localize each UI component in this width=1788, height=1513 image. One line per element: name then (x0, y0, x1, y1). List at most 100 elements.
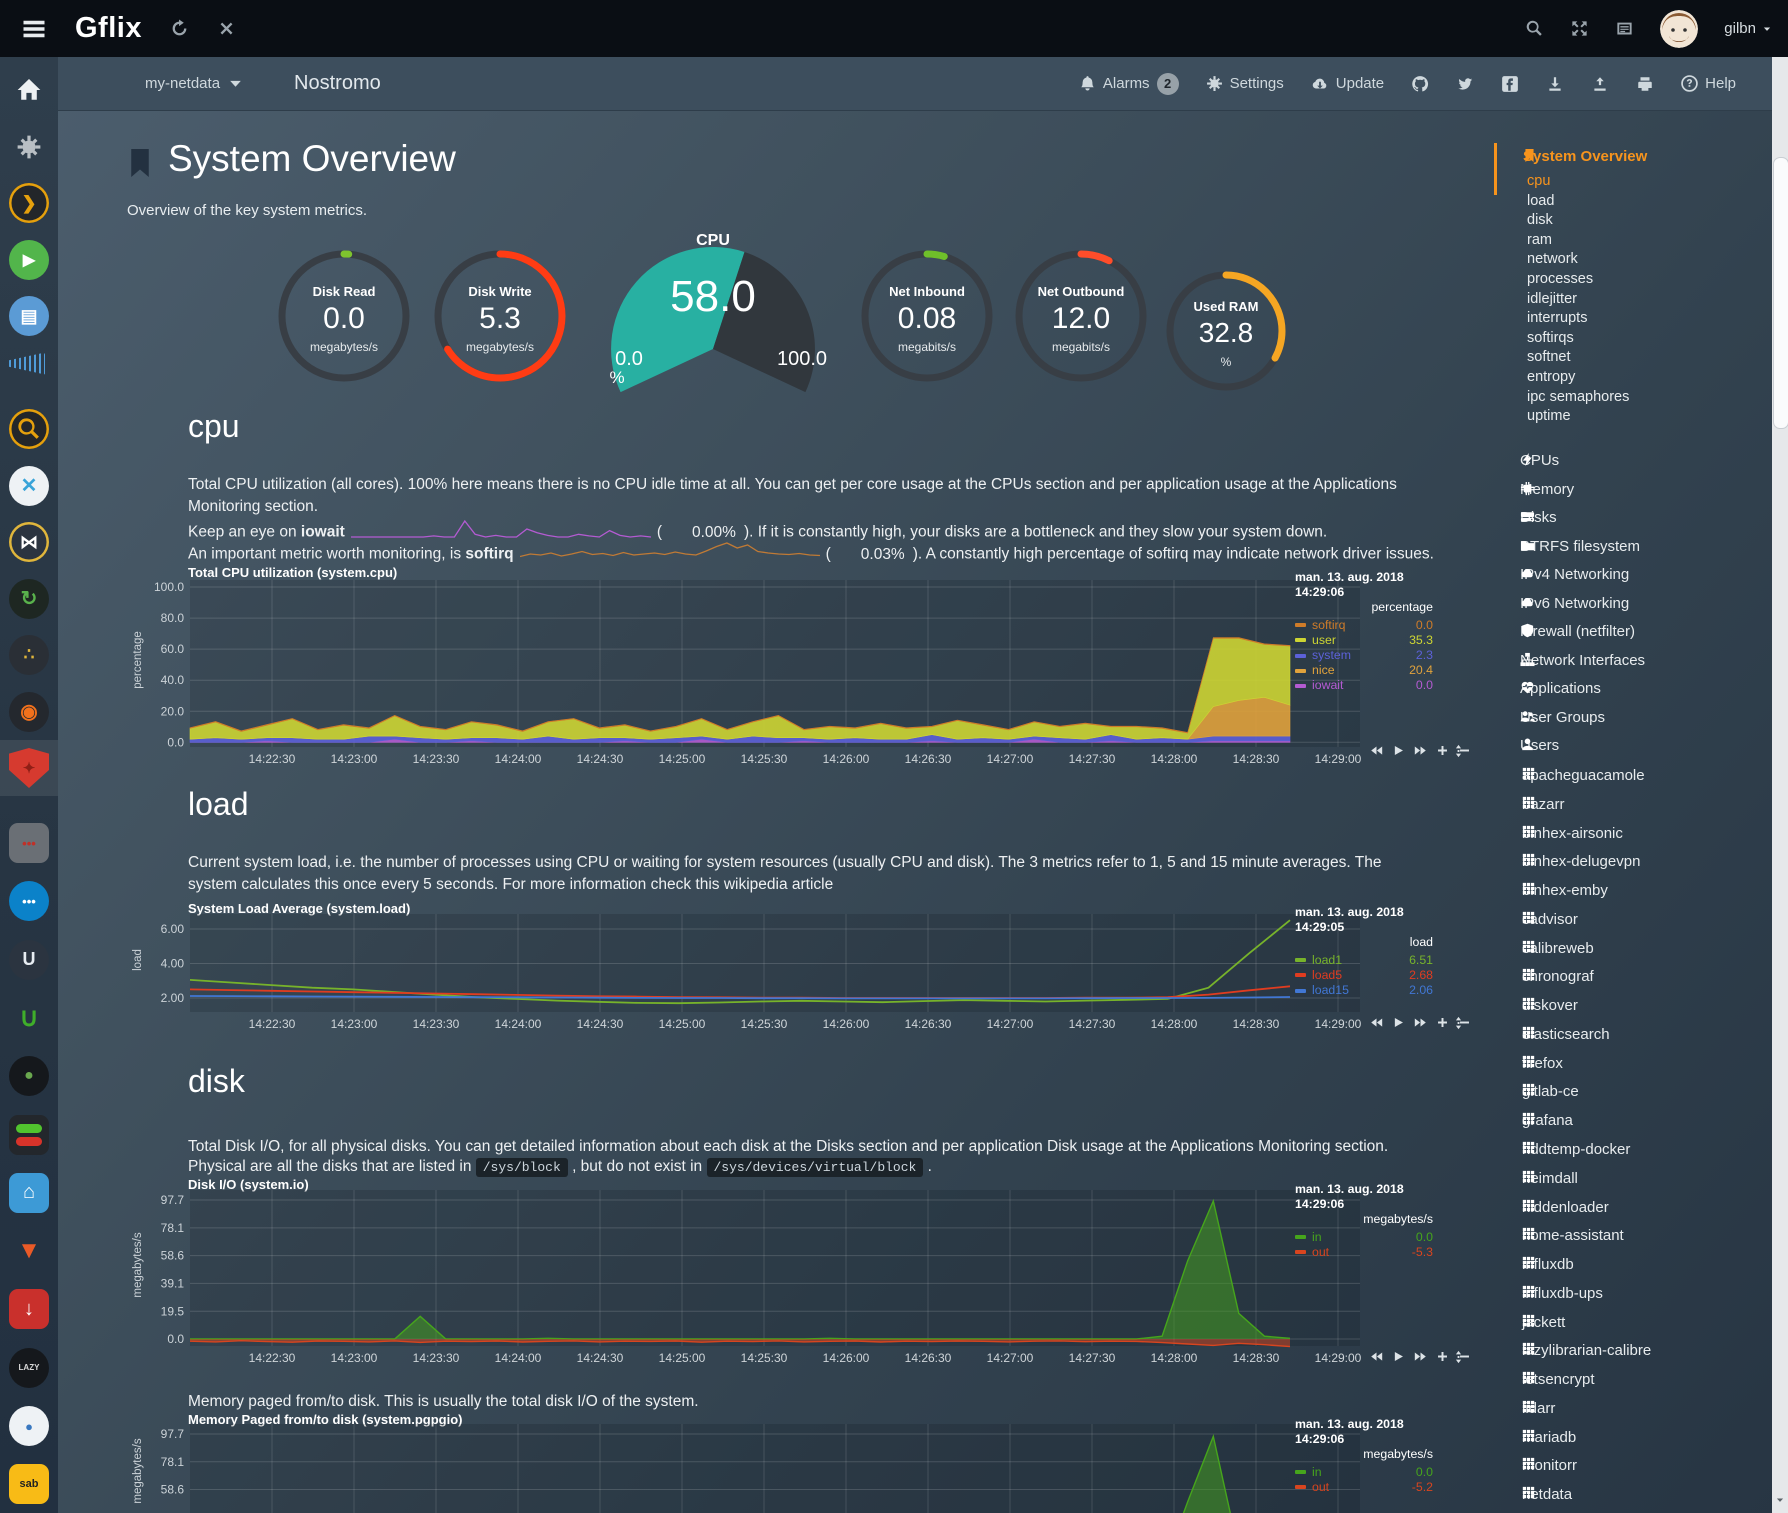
toc-app-letsencrypt[interactable]: letsencrypt (1522, 1371, 1595, 1389)
sidebar-app-lazylibrarian[interactable]: LAZY (9, 1347, 49, 1388)
toc-app-cadvisor[interactable]: cadvisor (1522, 910, 1578, 928)
server-dropdown[interactable]: my-netdata (145, 75, 244, 92)
chart-resize-handle-system-cpu[interactable] (1452, 744, 1465, 758)
sidebar-app-bowl[interactable]: ● (9, 1056, 49, 1097)
toc-app-mariadb[interactable]: mariadb (1522, 1428, 1577, 1446)
toc-app-binhex-emby[interactable]: binhex-emby (1522, 882, 1608, 900)
zoom-in-button[interactable] (1436, 1350, 1449, 1363)
toc-app-binhex-delugevpn[interactable]: binhex-delugevpn (1522, 853, 1641, 871)
sidebar-app-grafana[interactable]: ◉ (9, 691, 49, 732)
toc-item-ipc-semaphores[interactable]: ipc semaphores (1527, 388, 1630, 405)
toc-item-cpu[interactable]: cpu (1527, 173, 1551, 189)
toc-app-heimdall[interactable]: heimdall (1522, 1169, 1578, 1187)
sidebar-app-unifi[interactable]: U (9, 939, 49, 980)
zoom-out-button[interactable] (1458, 1350, 1471, 1363)
zoom-out-button[interactable] (1458, 744, 1471, 757)
pan-right-button[interactable] (1414, 744, 1427, 757)
toc-app-lazylibrarian-calibre[interactable]: lazylibrarian-calibre (1522, 1342, 1652, 1360)
sidebar-app-sabnzbd[interactable]: sab (9, 1464, 49, 1505)
upload-button[interactable] (1591, 75, 1609, 93)
pan-left-button[interactable] (1370, 744, 1383, 757)
toc-app-hddtemp-docker[interactable]: hddtemp-docker (1522, 1141, 1631, 1158)
toc-section-applications[interactable]: Applications (1520, 680, 1601, 697)
toc-item-network[interactable]: network (1527, 251, 1578, 268)
toc-section-ipv6-networking[interactable]: IPv6 Networking (1520, 594, 1630, 612)
sidebar-app-plex[interactable]: ❯ (9, 183, 49, 223)
toc-app-chronograf[interactable]: chronograf (1522, 968, 1594, 986)
legend-item-system[interactable]: system 2.3 (1295, 648, 1433, 663)
chart-system-pgpgio[interactable]: 97.7 78.1 58.6 (130, 1424, 1370, 1513)
toc-app-gitlab-ce[interactable]: gitlab-ce (1522, 1083, 1579, 1101)
toc-section-user-groups[interactable]: User Groups (1520, 708, 1606, 726)
toc-app-jackett[interactable]: jackett (1522, 1313, 1566, 1331)
toc-app-grafana[interactable]: grafana (1522, 1112, 1573, 1130)
twitter-button[interactable] (1456, 75, 1474, 93)
toc-section-cpus[interactable]: CPUs (1520, 452, 1560, 469)
toc-app-influxdb[interactable]: influxdb (1522, 1256, 1574, 1274)
search-icon[interactable] (1525, 19, 1544, 38)
sidebar-app-search-app[interactable] (9, 409, 49, 449)
toc-item-idlejitter[interactable]: idlejitter (1527, 290, 1577, 307)
toc-section-firewall-netfilter-[interactable]: Firewall (netfilter) (1520, 623, 1636, 640)
chart-resize-handle-system-io[interactable] (1452, 1350, 1465, 1364)
sidebar-app-xteve[interactable]: ✕ (9, 465, 49, 506)
play-button[interactable] (1392, 1350, 1405, 1363)
refresh-icon[interactable] (170, 19, 189, 38)
close-icon[interactable] (217, 19, 236, 38)
toc-app-diskover[interactable]: diskover (1522, 997, 1578, 1015)
toc-app-apacheguacamole[interactable]: apacheguacamole (1522, 767, 1645, 784)
toc-item-disk[interactable]: disk (1527, 212, 1553, 229)
toc-app-binhex-airsonic[interactable]: binhex-airsonic (1522, 824, 1623, 842)
sidebar-app-berries[interactable]: ••• (9, 823, 49, 863)
toc-app-monitorr[interactable]: monitorr (1522, 1457, 1578, 1475)
play-button[interactable] (1392, 1016, 1405, 1029)
sidebar-app-emby[interactable]: ▶ (9, 239, 49, 280)
toc-app-home-assistant[interactable]: home-assistant (1522, 1227, 1624, 1245)
update-button[interactable]: Update (1311, 75, 1384, 93)
scrollbar[interactable] (1772, 57, 1788, 1513)
news-icon[interactable] (1615, 19, 1634, 38)
avatar[interactable] (1660, 9, 1699, 48)
pan-left-button[interactable] (1370, 1350, 1383, 1363)
toc-app-hiddenloader[interactable]: hiddenloader (1522, 1198, 1609, 1216)
legend-item-in[interactable]: in 0.0 (1295, 1230, 1433, 1245)
pan-right-button[interactable] (1414, 1350, 1427, 1363)
help-button[interactable]: Help (1681, 75, 1736, 92)
menu-icon[interactable] (19, 17, 49, 41)
legend-item-user[interactable]: user 35.3 (1295, 633, 1433, 648)
sidebar-app-nextcloud[interactable]: ••• (9, 881, 49, 922)
toc-app-lidarr[interactable]: lidarr (1522, 1399, 1556, 1417)
scroll-down-arrow[interactable] (1775, 1495, 1785, 1505)
print-button[interactable] (1636, 75, 1654, 93)
toc-item-entropy[interactable]: entropy (1527, 369, 1576, 385)
legend-item-out[interactable]: out -5.3 (1295, 1245, 1433, 1260)
play-button[interactable] (1392, 744, 1405, 757)
toc-app-bazarr[interactable]: bazarr (1522, 795, 1565, 813)
github-button[interactable] (1411, 75, 1429, 93)
sidebar-app-downloader[interactable]: ↓ (9, 1289, 49, 1330)
toc-item-processes[interactable]: processes (1527, 271, 1594, 287)
sidebar-app-waveform[interactable] (9, 352, 45, 375)
legend-item-iowait[interactable]: iowait 0.0 (1295, 678, 1433, 693)
toc-item-softirqs[interactable]: softirqs (1527, 329, 1574, 346)
sidebar-app-gitlab[interactable]: ▼ (17, 1237, 41, 1265)
user-menu[interactable]: gilbn (1724, 20, 1772, 37)
toc-section-users[interactable]: Users (1520, 737, 1560, 754)
toc-app-elasticsearch[interactable]: elasticsearch (1522, 1025, 1610, 1043)
toc-section-btrfs-filesystem[interactable]: BTRFS filesystem (1520, 537, 1641, 555)
legend-item-out[interactable]: out -5.2 (1295, 1480, 1433, 1495)
fullscreen-icon[interactable] (1570, 19, 1589, 38)
sidebar-app-home[interactable] (9, 70, 49, 110)
legend-item-nice[interactable]: nice 20.4 (1295, 663, 1433, 678)
chart-resize-handle-system-load[interactable] (1452, 1016, 1465, 1030)
toc-section-disks[interactable]: Disks (1520, 509, 1557, 526)
toc-item-softnet[interactable]: softnet (1527, 349, 1571, 366)
scrollbar-thumb[interactable] (1773, 157, 1788, 429)
toc-item-interrupts[interactable]: interrupts (1527, 310, 1588, 327)
toc-app-netdata[interactable]: netdata (1522, 1486, 1573, 1504)
zoom-in-button[interactable] (1436, 1016, 1449, 1029)
chart-system-io[interactable]: 97.7 78.1 58.6 39.1 19.5 0.0 14:22:30 14:23:00 1… (130, 1190, 1370, 1368)
sidebar-app-bazarr[interactable]: ⋈ (9, 522, 49, 562)
sidebar-app-home-assistant[interactable]: ⌂ (9, 1172, 49, 1213)
sidebar-app-rings[interactable]: ↻ (9, 578, 49, 619)
